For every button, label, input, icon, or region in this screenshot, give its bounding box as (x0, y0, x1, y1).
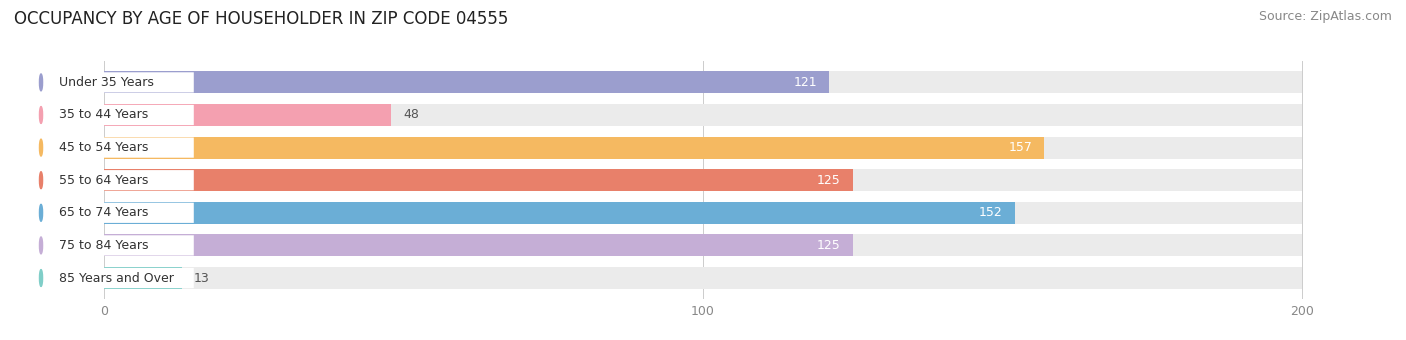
Text: 125: 125 (817, 239, 841, 252)
Text: Source: ZipAtlas.com: Source: ZipAtlas.com (1258, 10, 1392, 23)
Bar (104, 169, 853, 191)
Bar (104, 71, 1302, 94)
FancyBboxPatch shape (27, 72, 194, 92)
Bar (104, 137, 1302, 159)
FancyBboxPatch shape (27, 105, 194, 125)
Text: 65 to 74 Years: 65 to 74 Years (59, 206, 149, 219)
Circle shape (39, 139, 42, 156)
Text: OCCUPANCY BY AGE OF HOUSEHOLDER IN ZIP CODE 04555: OCCUPANCY BY AGE OF HOUSEHOLDER IN ZIP C… (14, 10, 509, 28)
Bar (104, 202, 1302, 224)
FancyBboxPatch shape (27, 203, 194, 223)
Bar (104, 267, 181, 289)
Text: Under 35 Years: Under 35 Years (59, 76, 153, 89)
FancyBboxPatch shape (27, 268, 194, 288)
Circle shape (39, 204, 42, 221)
Circle shape (39, 74, 42, 91)
Bar (104, 104, 391, 126)
FancyBboxPatch shape (27, 137, 194, 158)
Bar (104, 267, 1302, 289)
Text: 35 to 44 Years: 35 to 44 Years (59, 108, 148, 121)
Text: 152: 152 (979, 206, 1002, 219)
Bar (104, 169, 1302, 191)
Circle shape (39, 172, 42, 189)
Circle shape (39, 106, 42, 123)
Bar (104, 71, 828, 94)
Text: 125: 125 (817, 174, 841, 187)
Bar (104, 202, 1015, 224)
Text: 75 to 84 Years: 75 to 84 Years (59, 239, 149, 252)
Bar (104, 137, 1045, 159)
Text: 121: 121 (793, 76, 817, 89)
Text: 45 to 54 Years: 45 to 54 Years (59, 141, 149, 154)
Bar (104, 234, 853, 256)
Bar (104, 104, 1302, 126)
Text: 55 to 64 Years: 55 to 64 Years (59, 174, 149, 187)
Bar (104, 234, 1302, 256)
Circle shape (39, 237, 42, 254)
Text: 157: 157 (1008, 141, 1032, 154)
FancyBboxPatch shape (27, 235, 194, 256)
Text: 85 Years and Over: 85 Years and Over (59, 272, 174, 285)
FancyBboxPatch shape (27, 170, 194, 190)
Text: 48: 48 (404, 108, 419, 121)
Circle shape (39, 270, 42, 286)
Text: 13: 13 (194, 272, 209, 285)
